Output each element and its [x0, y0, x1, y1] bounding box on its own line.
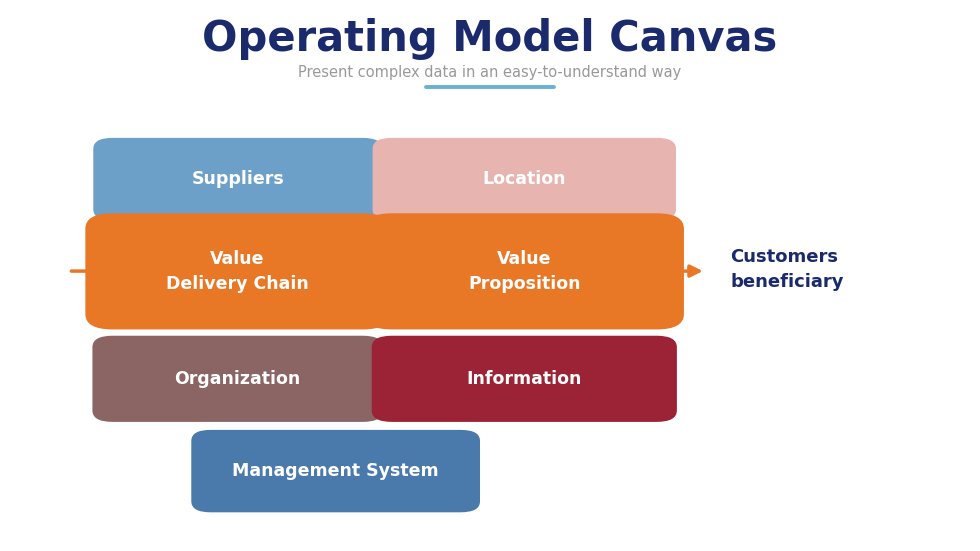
Text: Customers
beneficiary: Customers beneficiary — [730, 249, 844, 291]
Text: Management System: Management System — [232, 462, 439, 480]
FancyBboxPatch shape — [365, 213, 684, 329]
FancyBboxPatch shape — [93, 138, 382, 220]
Text: Suppliers: Suppliers — [191, 170, 284, 188]
Text: Present complex data in an easy-to-understand way: Present complex data in an easy-to-under… — [298, 65, 682, 80]
Text: Value
Delivery Chain: Value Delivery Chain — [167, 250, 309, 293]
FancyBboxPatch shape — [371, 336, 677, 422]
Text: Value
Proposition: Value Proposition — [468, 250, 580, 293]
FancyBboxPatch shape — [191, 430, 480, 512]
Text: Organization: Organization — [174, 370, 301, 388]
Text: Information: Information — [466, 370, 582, 388]
FancyBboxPatch shape — [92, 336, 383, 422]
Text: Location: Location — [482, 170, 566, 188]
FancyBboxPatch shape — [372, 138, 676, 220]
Text: Operating Model Canvas: Operating Model Canvas — [203, 18, 777, 60]
FancyBboxPatch shape — [85, 213, 390, 329]
